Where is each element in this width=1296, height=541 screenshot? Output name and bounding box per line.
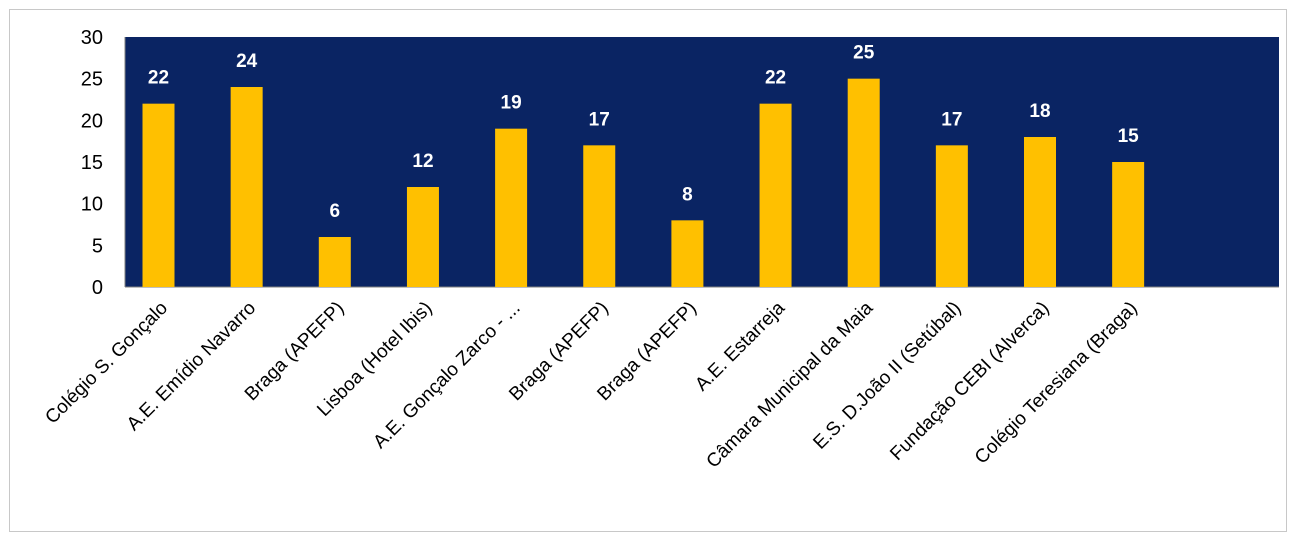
data-label: 17 <box>941 109 962 130</box>
category-label: E.S. D.João II (Setúbal) <box>809 298 965 454</box>
data-label: 22 <box>148 68 169 89</box>
bar <box>406 187 439 287</box>
y-tick-label: 0 <box>92 277 103 299</box>
category-label: Fundação CEBI (Alverca) <box>886 298 1053 465</box>
data-label: 18 <box>1029 101 1050 122</box>
data-label: 24 <box>236 51 258 72</box>
bar <box>759 103 792 288</box>
data-label: 17 <box>589 109 610 130</box>
bar <box>1024 137 1056 287</box>
data-label: 12 <box>412 151 433 172</box>
bar <box>671 220 704 287</box>
y-tick-label: 5 <box>92 235 103 257</box>
bar <box>583 145 616 287</box>
y-tick-label: 10 <box>81 194 103 216</box>
bar <box>495 128 528 287</box>
category-label: A.E. Estarreja <box>691 297 789 395</box>
y-tick-label: 25 <box>81 69 103 91</box>
category-label: A.E. Gonçalo Zarco - ... <box>369 298 524 453</box>
data-label: 19 <box>501 93 522 114</box>
bar <box>318 237 351 287</box>
bar <box>230 87 263 287</box>
data-label: 8 <box>682 184 693 205</box>
category-label: Câmara Municipal da Maia <box>703 297 878 472</box>
data-label: 15 <box>1118 126 1140 147</box>
y-tick-label: 15 <box>81 152 103 174</box>
data-label: 6 <box>330 201 341 222</box>
y-tick-label: 20 <box>81 110 103 132</box>
bar <box>142 103 175 288</box>
bar <box>1112 162 1145 287</box>
category-label: Colégio Teresiana (Braga) <box>971 298 1142 469</box>
bar <box>935 145 968 287</box>
bar <box>847 78 880 288</box>
data-label: 25 <box>853 43 875 64</box>
y-tick-label: 30 <box>81 27 103 49</box>
data-label: 22 <box>765 68 786 89</box>
